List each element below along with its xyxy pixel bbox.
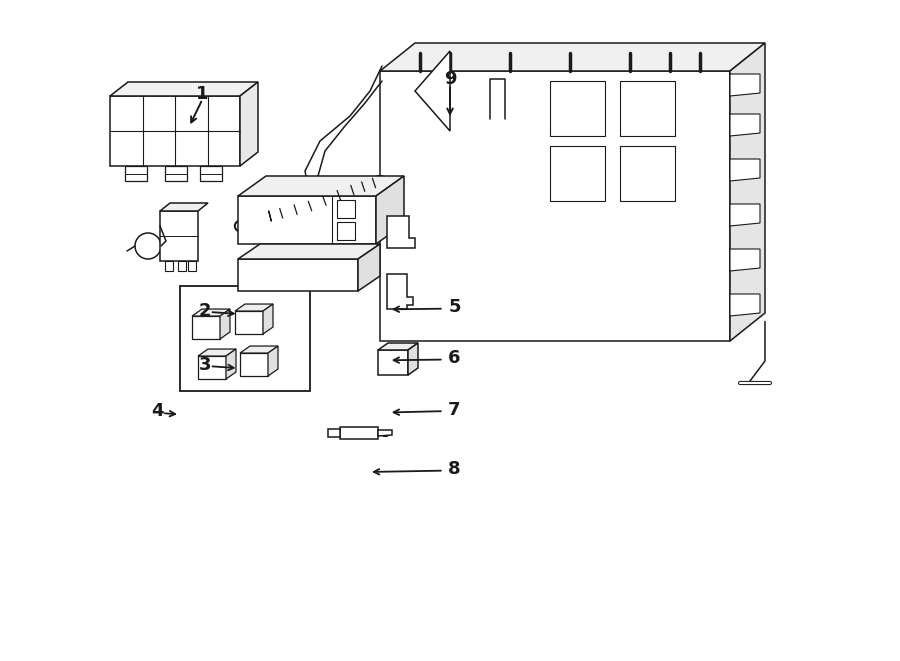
Polygon shape [378,350,408,375]
Polygon shape [220,309,230,339]
Polygon shape [730,249,760,271]
Polygon shape [730,74,760,96]
Polygon shape [730,204,760,226]
Text: 9: 9 [444,70,456,89]
Polygon shape [238,244,380,259]
Polygon shape [378,343,418,350]
Polygon shape [238,176,404,196]
Polygon shape [240,353,268,376]
Text: 8: 8 [448,460,461,479]
Polygon shape [226,349,236,379]
Polygon shape [387,274,413,309]
Polygon shape [340,427,378,439]
Polygon shape [165,166,187,181]
Polygon shape [730,294,760,316]
Polygon shape [730,43,765,341]
Text: 4: 4 [151,402,164,420]
Text: 5: 5 [448,298,461,317]
Polygon shape [358,244,380,291]
Polygon shape [238,259,358,291]
Polygon shape [188,261,196,271]
Polygon shape [268,346,278,376]
Polygon shape [165,261,173,271]
Text: 7: 7 [448,401,461,419]
Polygon shape [240,346,278,353]
Polygon shape [415,51,450,131]
Polygon shape [550,81,605,136]
Polygon shape [380,43,765,71]
Polygon shape [240,82,258,166]
Polygon shape [200,166,222,181]
Polygon shape [550,146,605,201]
Polygon shape [178,261,186,271]
Polygon shape [198,349,236,356]
Text: 6: 6 [448,349,461,368]
Polygon shape [620,81,675,136]
Polygon shape [125,166,147,181]
Polygon shape [235,311,263,334]
Polygon shape [380,71,730,341]
Polygon shape [730,159,760,181]
Text: 1: 1 [196,85,209,103]
Polygon shape [160,203,208,211]
Polygon shape [408,343,418,375]
Text: 3: 3 [199,356,212,374]
Polygon shape [387,216,415,248]
Polygon shape [192,309,230,316]
Polygon shape [338,222,356,240]
Polygon shape [263,304,273,334]
Polygon shape [192,316,220,339]
Polygon shape [198,356,226,379]
Polygon shape [730,114,760,136]
Polygon shape [180,286,310,391]
Polygon shape [620,146,675,201]
Polygon shape [378,430,392,436]
Polygon shape [238,196,376,244]
Polygon shape [338,200,356,218]
Polygon shape [235,304,273,311]
Polygon shape [376,176,404,244]
Polygon shape [110,82,258,96]
Text: 2: 2 [199,301,212,320]
Polygon shape [328,429,340,437]
Polygon shape [110,96,240,166]
Polygon shape [160,211,198,261]
